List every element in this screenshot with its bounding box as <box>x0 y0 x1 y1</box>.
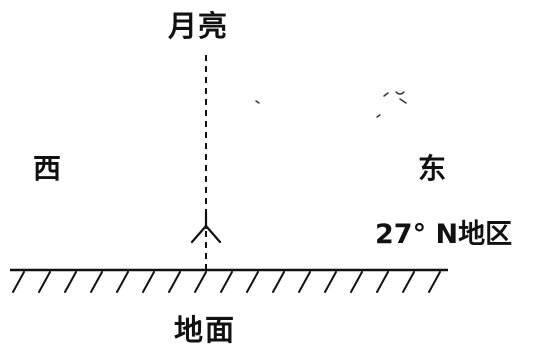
latitude-region-label: 27° N地区 <box>375 219 513 250</box>
observer-icon <box>190 210 222 244</box>
ground-hatching <box>12 271 441 293</box>
moon-label: 月亮 <box>168 9 229 43</box>
west-label: 西 <box>33 152 62 185</box>
scan-artifact-marks <box>255 91 407 118</box>
ground-label: 地面 <box>174 313 237 347</box>
east-label: 东 <box>418 152 447 185</box>
